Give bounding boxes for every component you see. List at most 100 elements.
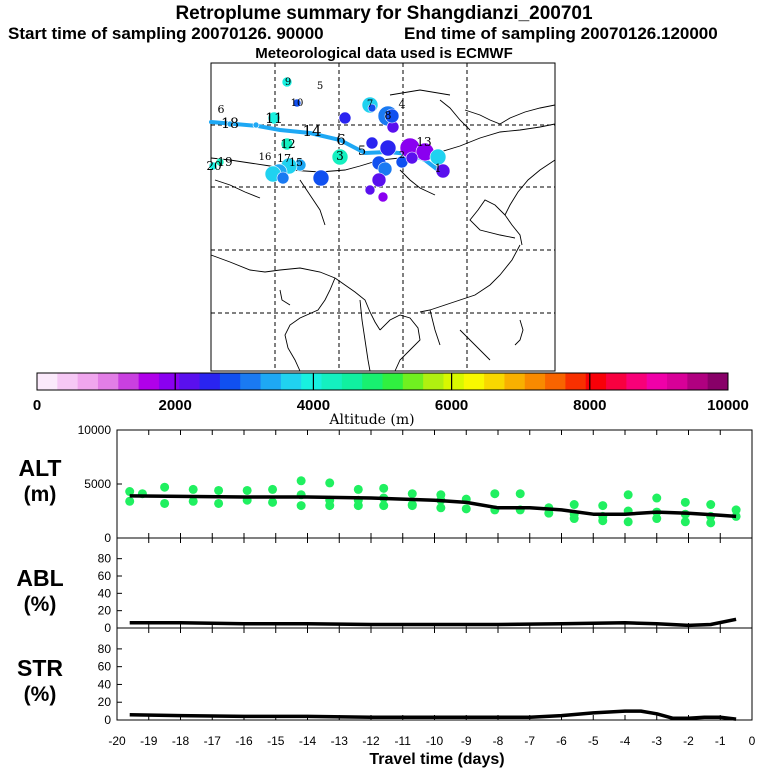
x-tick-label: 0 xyxy=(749,734,756,748)
altitude-scatter-point xyxy=(125,487,135,497)
x-tick-label: -4 xyxy=(620,734,631,748)
colorbar-ticks: 0 2000 4000 6000 8000 10000 xyxy=(33,373,749,414)
map-day-label: 16 xyxy=(259,152,272,163)
figure-title: Retroplume summary for Shangdianzi_20070… xyxy=(175,3,593,24)
y-tick-label: 10000 xyxy=(78,423,112,437)
particle-marker xyxy=(379,139,397,157)
altitude-scatter-point xyxy=(188,496,198,506)
altitude-scatter-point xyxy=(569,514,579,524)
x-tick-label: -14 xyxy=(299,734,317,748)
x-tick-label: -15 xyxy=(267,734,285,748)
map-day-label: 7 xyxy=(367,99,373,110)
map-day-label: 6 xyxy=(336,131,346,149)
colorbar-tick-label: 2000 xyxy=(159,397,192,414)
map-day-label: 15 xyxy=(289,156,303,169)
y-tick-label: 80 xyxy=(98,642,112,656)
map-day-label: 20 xyxy=(206,159,221,173)
map-day-label: 13 xyxy=(416,135,431,149)
panel-frame xyxy=(116,627,753,721)
altitude-scatter-point xyxy=(353,501,363,511)
colorbar-tick-label: 10000 xyxy=(707,397,749,414)
altitude-scatter-point xyxy=(160,498,170,508)
colorbar-cell xyxy=(626,373,648,390)
x-tick-label: -17 xyxy=(204,734,222,748)
altitude-scatter-point xyxy=(731,511,741,521)
x-tick-label: -2 xyxy=(683,734,694,748)
colorbar-cell xyxy=(240,373,262,390)
colorbar-frame xyxy=(36,372,729,391)
start-time-label: Start time of sampling 20070126. 90000 xyxy=(8,24,324,43)
map-day-label: 14 xyxy=(302,122,321,140)
colorbar-cell xyxy=(443,373,465,390)
map-day-label: 4 xyxy=(399,98,406,111)
x-tick-label: -8 xyxy=(493,734,504,748)
map-day-label: 2 xyxy=(399,151,405,161)
map-day-label: 5 xyxy=(358,144,366,159)
altitude-scatter-point xyxy=(623,517,633,527)
map-coastlines xyxy=(210,89,556,372)
particle-marker xyxy=(371,172,387,188)
colorbar-cell xyxy=(484,373,505,390)
colorbar-cell xyxy=(199,373,221,390)
panel-title: ALT xyxy=(18,455,61,481)
particle-marker xyxy=(405,151,419,165)
colorbar-cell xyxy=(77,373,99,390)
colorbar-cell xyxy=(97,373,119,390)
colorbar-cell xyxy=(606,373,627,390)
particle-marker xyxy=(226,120,234,128)
colorbar-cell xyxy=(524,373,546,390)
particle-marker xyxy=(276,171,290,185)
altitude-scatter-point xyxy=(407,501,417,511)
colorbar-cell xyxy=(646,373,668,390)
altitude-scatter-point xyxy=(214,498,224,508)
altitude-scatter-point xyxy=(706,500,716,510)
colorbar-cell xyxy=(301,373,323,390)
x-tick-label: -7 xyxy=(524,734,535,748)
y-tick-label: 0 xyxy=(104,713,111,727)
altitude-scatter-point xyxy=(160,482,170,492)
altitude-scatter-point xyxy=(598,501,608,511)
colorbar: 0 2000 4000 6000 8000 10000 Altitude (m) xyxy=(33,372,749,428)
colorbar-cell xyxy=(423,373,444,390)
altitude-scatter-point xyxy=(353,484,363,494)
altitude-scatter-point xyxy=(461,504,471,514)
series-line-abl xyxy=(129,617,737,628)
particle-marker xyxy=(252,121,260,129)
series-line-str xyxy=(129,709,737,721)
altitude-scatter-point xyxy=(379,483,389,493)
colorbar-cell xyxy=(280,373,302,390)
altitude-scatter-point xyxy=(652,514,662,524)
colorbar-cell xyxy=(37,373,58,390)
y-tick-label: 60 xyxy=(98,660,112,674)
x-tick-label: -6 xyxy=(556,734,567,748)
altitude-scatter-point xyxy=(325,478,335,488)
x-axis-label: Travel time (days) xyxy=(369,751,504,768)
colorbar-cell xyxy=(321,373,343,390)
map-day-label: 5 xyxy=(317,81,323,92)
y-tick-label: 0 xyxy=(104,531,111,545)
colorbar-cell xyxy=(260,373,282,390)
altitude-scatter-point xyxy=(325,501,335,511)
altitude-scatter-point xyxy=(598,516,608,526)
particle-marker xyxy=(292,98,302,108)
altitude-scatter-point xyxy=(569,500,579,510)
y-tick-label: 5000 xyxy=(84,477,111,491)
altitude-scatter-point xyxy=(268,497,278,507)
colorbar-cell xyxy=(463,373,485,390)
particle-marker xyxy=(365,136,379,150)
colorbar-tick-label: 0 xyxy=(33,397,41,414)
altitude-scatter-point xyxy=(214,485,224,495)
colorbar-cell xyxy=(57,373,79,390)
colorbar-cell xyxy=(362,373,383,390)
x-tick-label: -10 xyxy=(426,734,444,748)
map-day-label: 8 xyxy=(385,109,392,122)
colorbar-label: Altitude (m) xyxy=(328,412,414,428)
particle-marker xyxy=(215,157,225,167)
map-day-label: 18 xyxy=(221,116,239,132)
x-tick-label: -5 xyxy=(588,734,599,748)
colorbar-cell xyxy=(585,373,607,390)
map-day-label: 6 xyxy=(218,103,225,116)
